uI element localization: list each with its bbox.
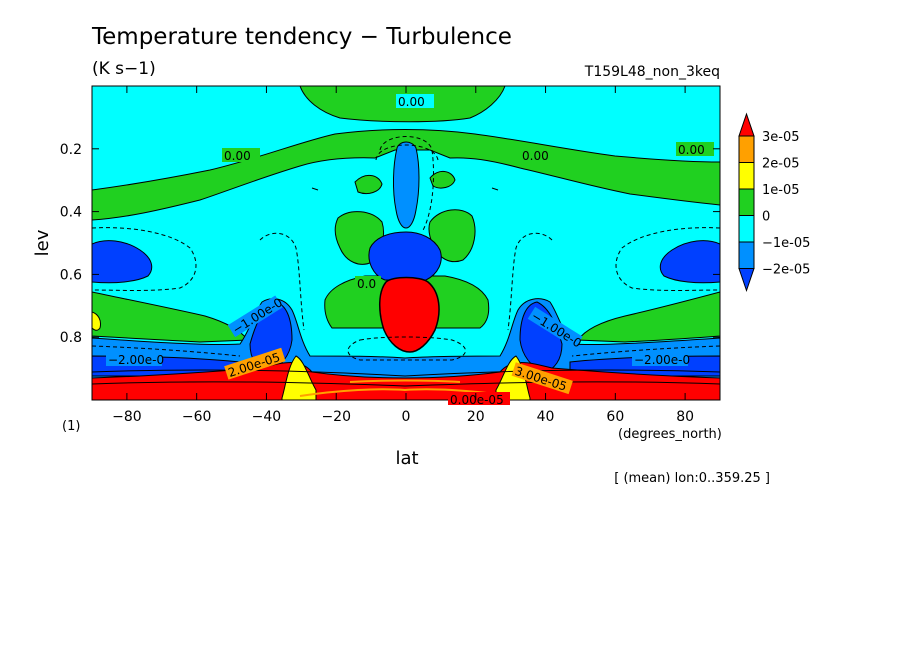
y-tick-label: 0.6 [60,267,82,283]
colorbar-label: −1e-05 [762,236,810,251]
contour-label-text: −2.00e-0 [108,353,164,367]
blue-jet-left [92,240,153,284]
x-tick-label: 20 [467,409,485,425]
y-axis-title: lev [32,229,53,256]
contour-label: −2.00e-0 [106,352,164,367]
contour-label-text: 0.00 [678,143,705,157]
x-tick-label: −60 [182,409,212,425]
green-upper-band [92,129,720,221]
green-lobe-right [428,209,476,263]
contour-label-text: −2.00e-0 [634,353,690,367]
contour-label-text: 0.00 [224,149,251,163]
x-tick-label: −20 [321,409,351,425]
contour-label: 0.00 [676,142,714,157]
negative-contours [92,136,720,361]
colorbar-arrow-bottom [738,268,755,293]
x-tick-label: 80 [676,409,694,425]
colorbar-label: 3e-05 [762,130,800,145]
x-axis: −80 −60 −40 −20 0 20 40 60 80 [112,86,694,425]
colorbar: 3e-05 2e-05 1e-05 0 −1e-05 −2e-05 [738,112,810,293]
units-label: (K s−1) [92,59,156,79]
run-label: T159L48_non_3keq [584,64,720,80]
chart-title: Temperature tendency − Turbulence [91,24,512,50]
y-tick-label: 0.4 [60,205,82,221]
x-axis-title: lat [395,448,418,469]
y-units-label: (1) [62,419,80,434]
x-tick-label: 60 [606,409,624,425]
contour-label: 0.00 [222,148,260,163]
contour-label-text: 0.00e-05 [450,393,504,407]
colorbar-label: 2e-05 [762,157,800,172]
colorbar-swatch [738,188,755,216]
x-tick-label: −80 [112,409,142,425]
contour-label: 0.00 [520,148,558,163]
colorbar-swatch [738,162,755,190]
blue-jet-right [659,240,720,284]
contour-field [92,86,720,400]
contour-label-text: 0.00 [522,149,549,163]
yellow-spot-left [92,311,101,331]
green-wedge-right [577,291,720,343]
y-tick-label: 0.8 [60,330,82,346]
colorbar-swatch [738,215,755,243]
contour-label-text: 0.0 [357,277,376,291]
blue-central-blob [368,231,442,281]
x-tick-label: −40 [252,409,282,425]
contour-label: 0.00 [396,94,434,109]
y-tick-label: 0.2 [60,142,82,158]
green-lobe-center [354,171,456,195]
x-tick-label: 40 [537,409,555,425]
x-tick-label: 0 [402,409,411,425]
y-axis: 0.2 0.4 0.6 0.8 [60,142,720,346]
subset-note: [ (mean) lon:0..359.25 ] [614,471,770,486]
colorbar-label: −2e-05 [762,263,810,278]
blue-upper-column [393,141,420,229]
colorbar-swatch [738,241,755,269]
contour-label: 0.00e-05 [448,392,510,407]
solid-contours [92,187,720,387]
colorbar-label: 0 [762,210,770,225]
contour-label: 0.0 [355,276,381,291]
colorbar-label: 1e-05 [762,183,800,198]
contour-label: −2.00e-0 [632,352,690,367]
contour-label-text: 0.00 [398,95,425,109]
x-units-label: (degrees_north) [618,427,722,442]
red-central-plume [379,276,440,353]
orange-streaks-surface [299,379,511,397]
colorbar-arrow-top [738,112,755,137]
colorbar-swatch [738,135,755,163]
